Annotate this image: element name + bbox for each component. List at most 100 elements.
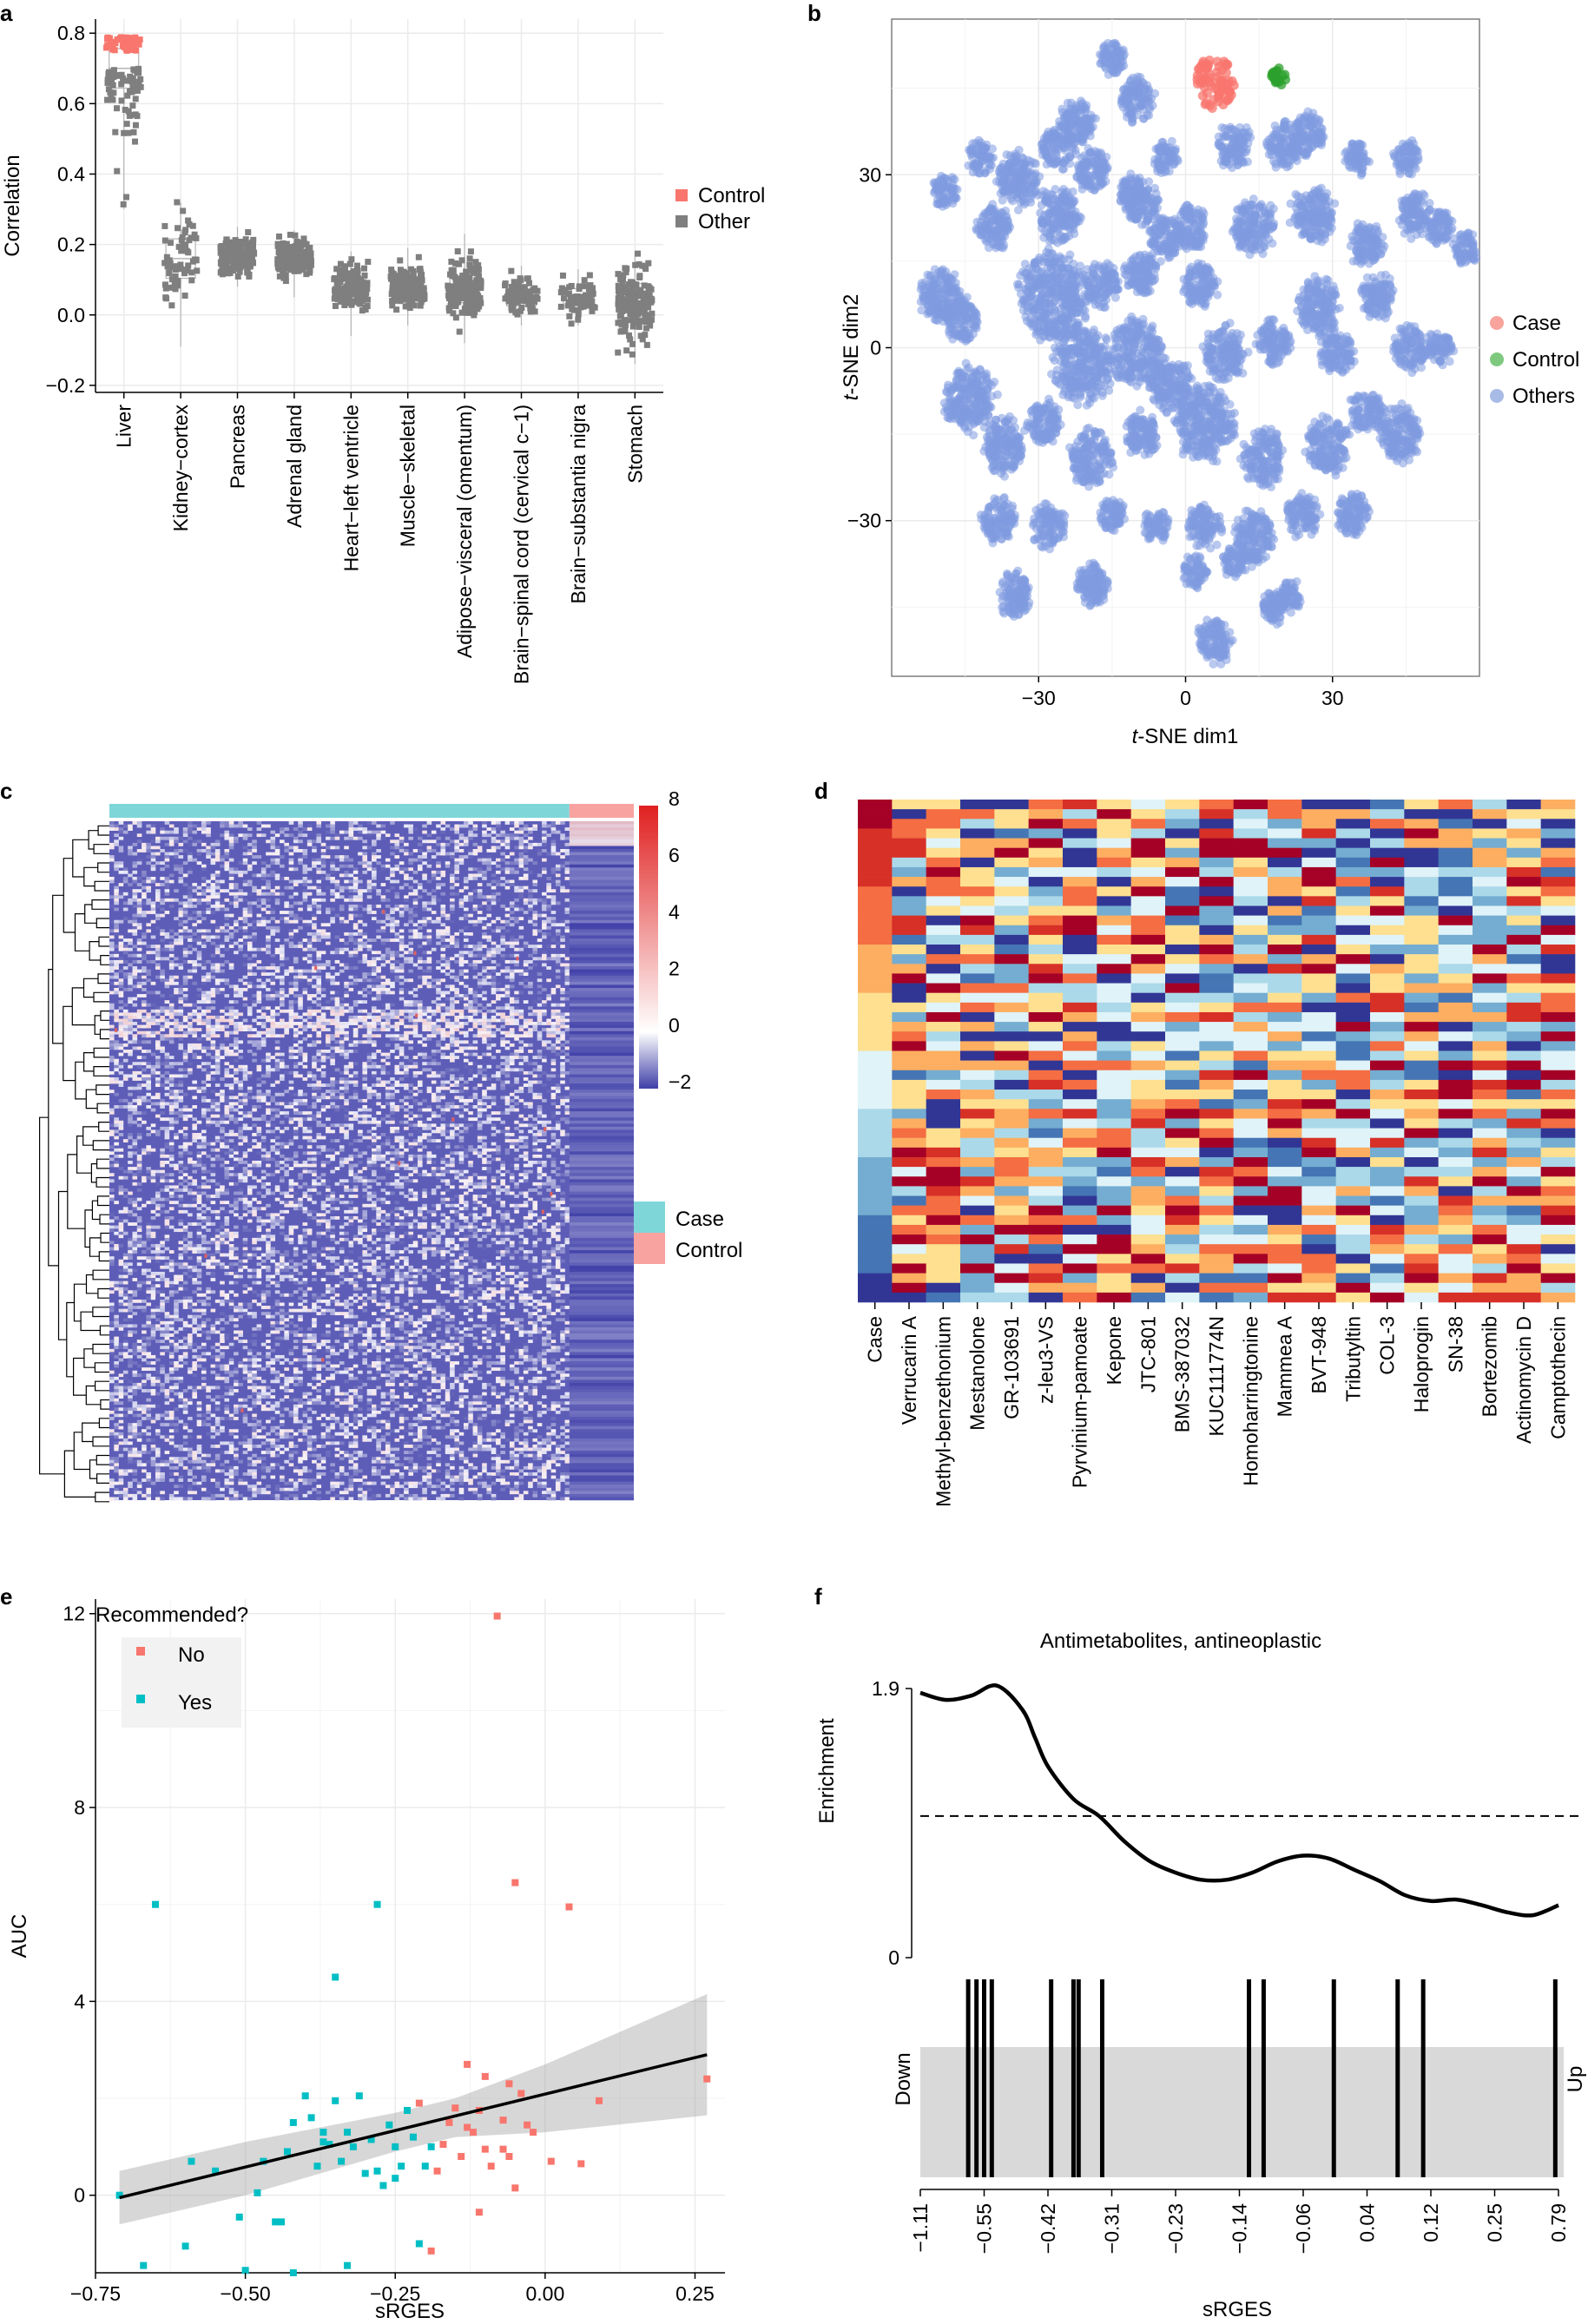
panel-a-point-other xyxy=(616,283,623,290)
panel-a-point-control xyxy=(103,44,110,51)
panel-b-point-others xyxy=(1143,270,1153,280)
panel-a-point-other xyxy=(451,284,458,291)
panel-a-point-other xyxy=(504,293,511,300)
panel-a-point-control xyxy=(104,34,111,41)
panel-a-point-other xyxy=(526,293,533,300)
panel-a-point-other xyxy=(463,268,470,275)
panel-b-point-others xyxy=(1111,68,1121,77)
panel-a-point-other xyxy=(104,79,111,86)
panel-b-point-others xyxy=(1185,297,1195,306)
panel-a-point-other xyxy=(637,286,644,293)
panel-a-point-other xyxy=(244,267,251,274)
panel-a-point-other xyxy=(183,247,190,254)
panel-b-point-others xyxy=(1414,210,1424,220)
panel-a-point-other xyxy=(458,293,465,300)
panel-a-point-other xyxy=(110,67,117,74)
panel-a-point-other xyxy=(527,305,534,312)
panel-a-point-other xyxy=(458,309,465,316)
panel-a-point-other xyxy=(474,300,481,307)
panel-a-point-other xyxy=(646,285,653,292)
panel-a-point-other xyxy=(287,231,293,238)
panel-b-point-others xyxy=(1137,210,1146,220)
panel-a-point-other xyxy=(105,69,112,76)
panel-a-point-other xyxy=(625,288,632,295)
panel-a-point-other xyxy=(295,248,302,255)
panel-a-point-other xyxy=(274,240,281,247)
panel-b-point-others xyxy=(1096,302,1105,312)
panel-a-point-other xyxy=(135,65,142,72)
panel-a-y-tick-label: 0.2 xyxy=(57,234,85,256)
panel-b-point-others xyxy=(1361,156,1370,166)
panel-a-point-other xyxy=(412,284,419,291)
panel-a-point-other xyxy=(122,194,129,201)
panel-b-point-others xyxy=(1402,225,1412,234)
panel-b-point-others xyxy=(1270,121,1280,130)
panel-a-point-other xyxy=(505,298,512,305)
panel-b-point-others xyxy=(985,164,995,174)
panel-a-point-other xyxy=(346,292,353,299)
panel-a-legend-key xyxy=(675,189,688,201)
panel-b-point-others xyxy=(1049,220,1058,229)
panel-a-point-other xyxy=(120,201,127,207)
panel-a-legend-key xyxy=(675,215,688,227)
panel-a-point-other xyxy=(524,275,530,282)
panel-a-point-other xyxy=(401,279,408,286)
panel-a-point-other xyxy=(161,260,168,267)
panel-a-point-other xyxy=(361,272,368,279)
panel-a-point-other xyxy=(188,269,195,276)
panel-a-point-other xyxy=(342,271,349,278)
panel-b-point-others xyxy=(1395,169,1405,179)
panel-a-point-other xyxy=(467,267,474,274)
panel-b-point-others xyxy=(1446,226,1456,235)
panel-b-point-others xyxy=(1128,260,1137,270)
panel-a-point-other xyxy=(559,286,566,293)
panel-b-point-others xyxy=(1449,234,1459,243)
panel-a-point-other xyxy=(452,302,459,309)
panel-a-point-other xyxy=(502,282,509,289)
panel-b-point-others xyxy=(1360,247,1369,257)
panel-a: a −0.20.00.20.40.60.8 Liver Kidney−cortex… xyxy=(0,0,765,684)
panel-b-point-others xyxy=(1144,110,1154,120)
panel-b-point-others xyxy=(1062,124,1071,134)
panel-b-point-others xyxy=(1464,229,1473,239)
panel-a-point-other xyxy=(109,82,116,89)
panel-a-point-other xyxy=(618,290,625,297)
panel-a-point-other xyxy=(471,269,478,276)
panel-a-point-other xyxy=(180,207,187,214)
panel-b-point-others xyxy=(1410,201,1420,211)
panel-a-point-other xyxy=(388,291,395,298)
panel-a-point-other xyxy=(186,221,193,228)
panel-b-point-others xyxy=(991,212,1000,221)
panel-a-point-other xyxy=(120,75,127,82)
panel-a-point-other xyxy=(247,244,254,251)
panel-a-point-other xyxy=(166,257,173,264)
panel-a-point-other xyxy=(415,253,422,260)
panel-a-point-other xyxy=(530,287,537,294)
panel-a-point-other xyxy=(632,261,639,268)
panel-b-point-others xyxy=(1131,188,1141,197)
panel-a-point-other xyxy=(649,310,656,317)
panel-b-point-others xyxy=(1154,195,1163,205)
panel-a-point-other xyxy=(521,284,528,291)
panel-b-point-others xyxy=(1124,107,1134,116)
panel-a-point-control xyxy=(112,40,119,47)
panel-a-point-other xyxy=(279,245,286,252)
panel-a-point-other xyxy=(566,284,573,291)
panel-a-point-other xyxy=(118,81,125,88)
panel-b-point-others xyxy=(1239,227,1249,237)
panel-a-point-other xyxy=(134,78,141,85)
panel-b-point-others xyxy=(1242,237,1251,247)
panel-a-y-ticks: −0.20.00.20.40.60.8 xyxy=(46,22,96,397)
panel-b-point-others xyxy=(1182,235,1191,245)
panel-a-point-other xyxy=(643,300,650,306)
panel-a-point-other xyxy=(292,232,299,239)
panel-a-point-other xyxy=(581,283,588,290)
panel-a-point-other xyxy=(276,260,283,267)
panel-a-point-other xyxy=(218,243,225,250)
panel-a-point-other xyxy=(522,298,529,305)
panel-a-point-other xyxy=(560,295,567,302)
panel-b-point-others xyxy=(1262,218,1271,227)
panel-a-point-other xyxy=(461,306,468,313)
panel-a-point-other xyxy=(226,249,233,256)
